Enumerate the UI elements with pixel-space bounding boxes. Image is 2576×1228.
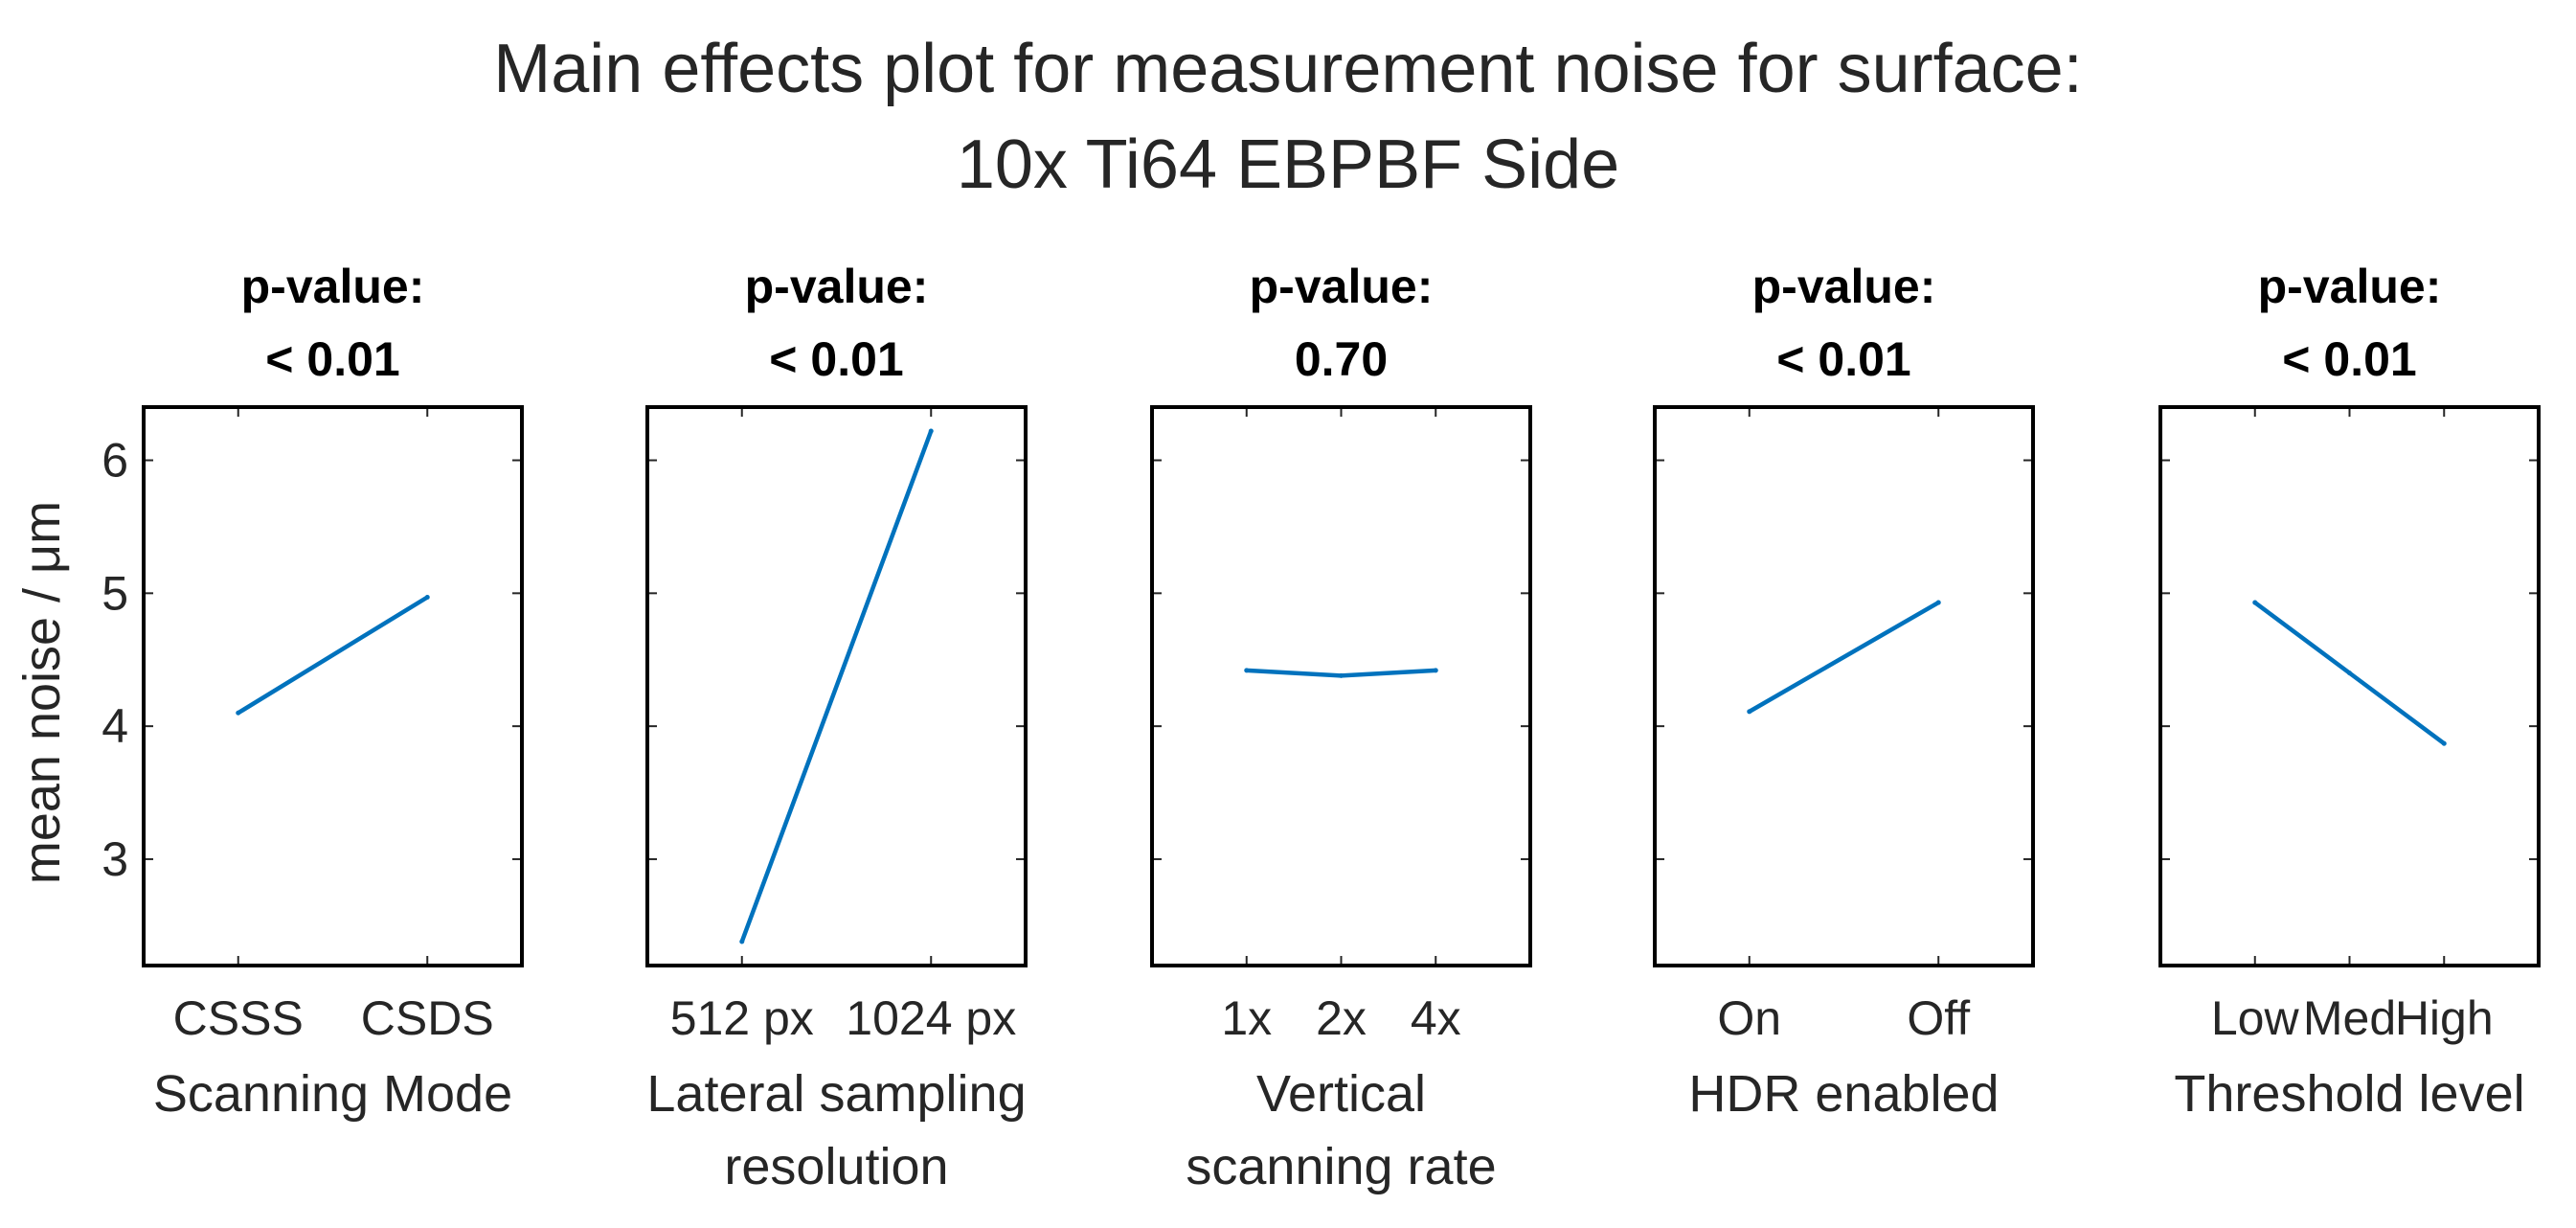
pvalue-label: p-value: <box>745 260 929 313</box>
data-point <box>2441 740 2447 746</box>
x-tick-label: Low <box>2211 991 2300 1045</box>
y-tick-label: 6 <box>102 434 128 488</box>
data-point <box>1747 709 1752 715</box>
y-axis-label: mean noise / μm <box>13 501 71 884</box>
data-point <box>928 428 934 434</box>
series-line <box>739 428 934 944</box>
x-tick-label: 4x <box>1411 991 1461 1045</box>
panel-4: p-value: < 0.01 On Off HDR enabled <box>1653 260 2035 1123</box>
axes-frame <box>1653 405 2035 967</box>
data-point <box>236 710 241 716</box>
data-point <box>1433 668 1438 673</box>
x-tick-label: 512 px <box>670 991 814 1045</box>
pvalue-value: < 0.01 <box>2282 332 2416 386</box>
x-tick-label: Med <box>2303 991 2396 1045</box>
x-tick-label: CSDS <box>361 991 494 1045</box>
x-tick-label: 2x <box>1316 991 1367 1045</box>
x-axis-label: scanning rate <box>1186 1138 1496 1195</box>
pvalue-label: p-value: <box>1250 260 1434 313</box>
axes-frame <box>645 405 1028 967</box>
pvalue-label: p-value: <box>2258 260 2442 313</box>
axes-frame <box>2158 405 2541 967</box>
panel-1: p-value: < 0.01 3 4 5 6 CSSS CSDS Scanning Mode <box>102 260 524 1123</box>
chart-title-line-2: 10x Ti64 EBPBF Side <box>957 126 1619 203</box>
y-tick-label: 4 <box>102 699 128 753</box>
data-point <box>2347 671 2352 676</box>
x-axis-label: Lateral sampling <box>646 1065 1026 1123</box>
x-tick-label: 1x <box>1221 991 1272 1045</box>
y-tick-label: 5 <box>102 566 128 620</box>
panel-3: p-value: 0.70 1x 2x 4x Vertical scanning rate <box>1150 260 1532 1195</box>
panel-2: p-value: < 0.01 512 px 1024 px Lateral sampl… <box>645 260 1028 1195</box>
x-tick-label: High <box>2395 991 2494 1045</box>
data-point <box>1244 668 1250 673</box>
axes-frame <box>142 405 524 967</box>
axes-frame <box>1150 405 1532 967</box>
x-axis-label: Threshold level <box>2174 1065 2524 1123</box>
data-point <box>1339 672 1344 678</box>
pvalue-value: 0.70 <box>1295 332 1388 386</box>
x-tick-label: Off <box>1907 991 1970 1045</box>
x-axis-label: resolution <box>724 1138 948 1195</box>
x-axis-label: Scanning Mode <box>153 1065 512 1123</box>
series-line <box>236 595 430 716</box>
x-tick-label: On <box>1717 991 1781 1045</box>
pvalue-value: < 0.01 <box>265 332 399 386</box>
data-point <box>1935 600 1941 605</box>
x-axis-label: HDR enabled <box>1688 1065 1999 1123</box>
series-line <box>1747 600 1941 715</box>
y-tick-label: 3 <box>102 832 128 886</box>
pvalue-value: < 0.01 <box>769 332 903 386</box>
data-point <box>424 594 430 600</box>
pvalue-label: p-value: <box>241 260 425 313</box>
pvalue-value: < 0.01 <box>1776 332 1910 386</box>
x-tick-label: 1024 px <box>846 991 1016 1045</box>
data-point <box>739 939 745 944</box>
x-tick-label: CSSS <box>173 991 304 1045</box>
x-axis-label: Vertical <box>1256 1065 1426 1123</box>
pvalue-label: p-value: <box>1752 260 1936 313</box>
chart-title-line-1: Main effects plot for measurement noise … <box>493 31 2082 107</box>
data-point <box>2252 600 2258 605</box>
